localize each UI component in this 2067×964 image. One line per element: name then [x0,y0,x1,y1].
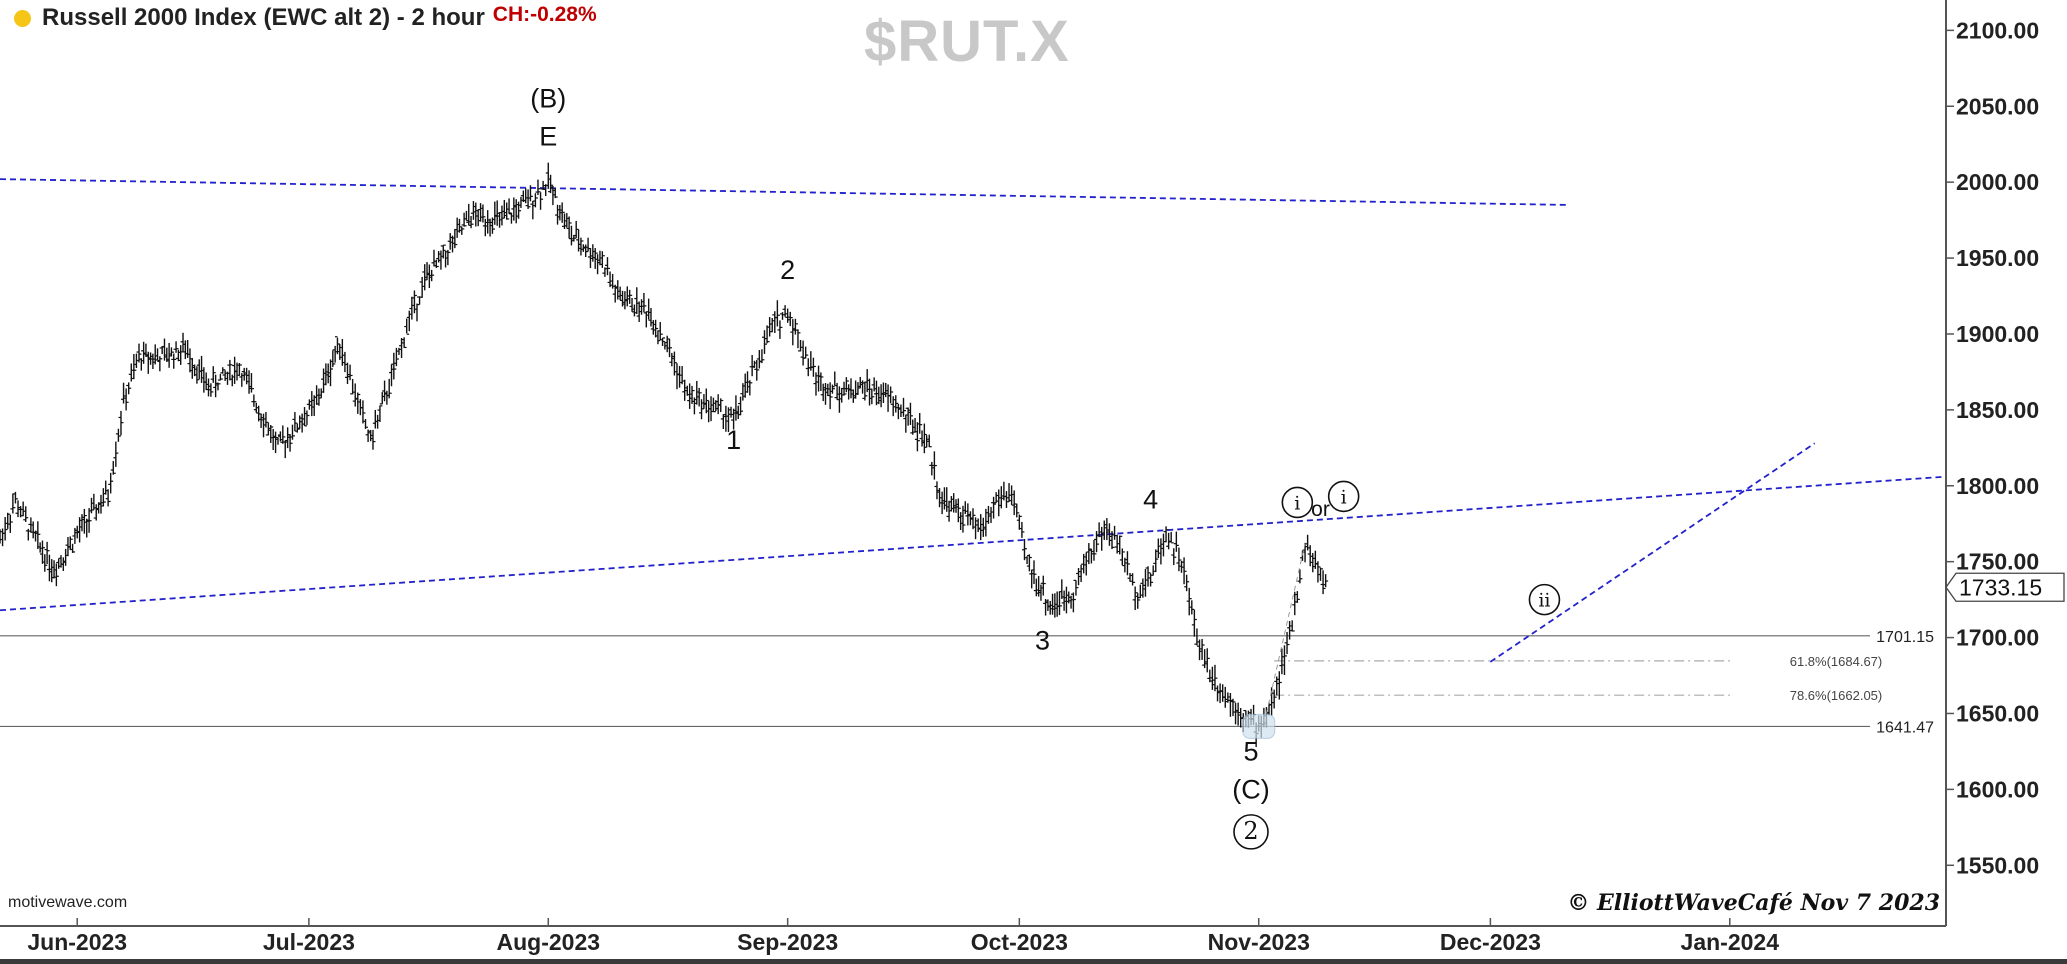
wave-circle [1233,814,1269,850]
chart-header: Russell 2000 Index (EWC alt 2) - 2 hour … [14,3,597,32]
fib-label: 61.8%(1684.67) [1790,654,1883,669]
wave-label: i [1294,492,1300,514]
x-tick-label: Sep-2023 [737,929,838,955]
y-tick-label: 1700.00 [1956,625,2039,651]
ticker-symbol: $RUT.X [864,9,1070,74]
chart-title: Russell 2000 Index (EWC alt 2) - 2 hour [42,4,485,31]
wave-label: or [1311,498,1330,521]
price-bars [0,162,1329,748]
low-highlight [1242,713,1276,739]
x-tick-label: Jan-2024 [1681,929,1780,955]
y-tick-label: 1750.00 [1956,549,2039,575]
y-tick-label: 1950.00 [1956,245,2039,271]
y-tick-label: 1550.00 [1956,852,2039,878]
y-axis: 1550.00 1600.00 1650.00 1700.00 1750.00 1800.… [1946,17,2039,878]
level-label: 1641.47 [1876,719,1934,736]
current-price-marker: 1733.15 [1945,572,2065,602]
wave-label: 2 [1243,817,1258,845]
y-tick-label: 1800.00 [1956,473,2039,499]
current-price-box [1945,572,2065,602]
wave-circle [1281,486,1314,519]
trendlines [0,178,1947,663]
y-tick-label: 1900.00 [1956,321,2039,347]
wave-label: E [539,122,557,152]
x-tick-label: Jul-2023 [263,929,355,955]
wave-label: (B) [530,84,566,114]
bottom-bar [0,959,2067,964]
level-label: 1701.15 [1876,629,1934,646]
fib-levels: 61.8%(1684.67) 78.6%(1662.05) [1274,654,1882,703]
site-credit: motivewave.com [8,894,128,911]
trendline [0,475,1947,612]
trendline [1489,442,1816,663]
x-tick-label: Dec-2023 [1440,929,1541,955]
change-percent: CH:-0.28% [492,3,597,26]
wave-label: 5 [1243,736,1258,766]
x-tick-label: Aug-2023 [497,929,601,955]
current-price-label: 1733.15 [1959,574,2042,600]
fib-label: 78.6%(1662.05) [1790,688,1883,703]
retracement-line [1265,543,1306,714]
status-dot-icon [14,9,31,27]
trendline [0,178,1568,206]
x-tick-label: Oct-2023 [971,929,1068,955]
wave-label: (C) [1232,774,1269,804]
copyright-text: © ElliottWaveCafé Nov 7 2023 [1567,890,1940,916]
plot-area [0,0,1946,926]
wave-label: 2 [780,255,795,285]
wave-circle [1528,583,1561,616]
y-tick-label: 1850.00 [1956,397,2039,423]
y-tick-label: 2050.00 [1956,93,2039,119]
y-tick-label: 2000.00 [1956,169,2039,195]
x-tick-label: Jun-2023 [27,929,127,955]
wave-label: 4 [1143,484,1158,514]
wave-label: 1 [726,425,741,455]
y-tick-label: 1600.00 [1956,776,2039,802]
horizontal-levels: 1701.15 1641.47 [0,629,1934,736]
x-tick-label: Nov-2023 [1208,929,1310,955]
wave-circle [1327,480,1360,513]
x-axis: Jun-2023 Jul-2023 Aug-2023 Sep-2023 Oct-2023… [27,918,1779,955]
wave-label: i [1341,486,1347,508]
y-tick-label: 1650.00 [1956,700,2039,726]
y-tick-label: 2100.00 [1956,17,2039,43]
wave-label: ii [1538,590,1550,612]
wave-label: 3 [1035,626,1050,656]
